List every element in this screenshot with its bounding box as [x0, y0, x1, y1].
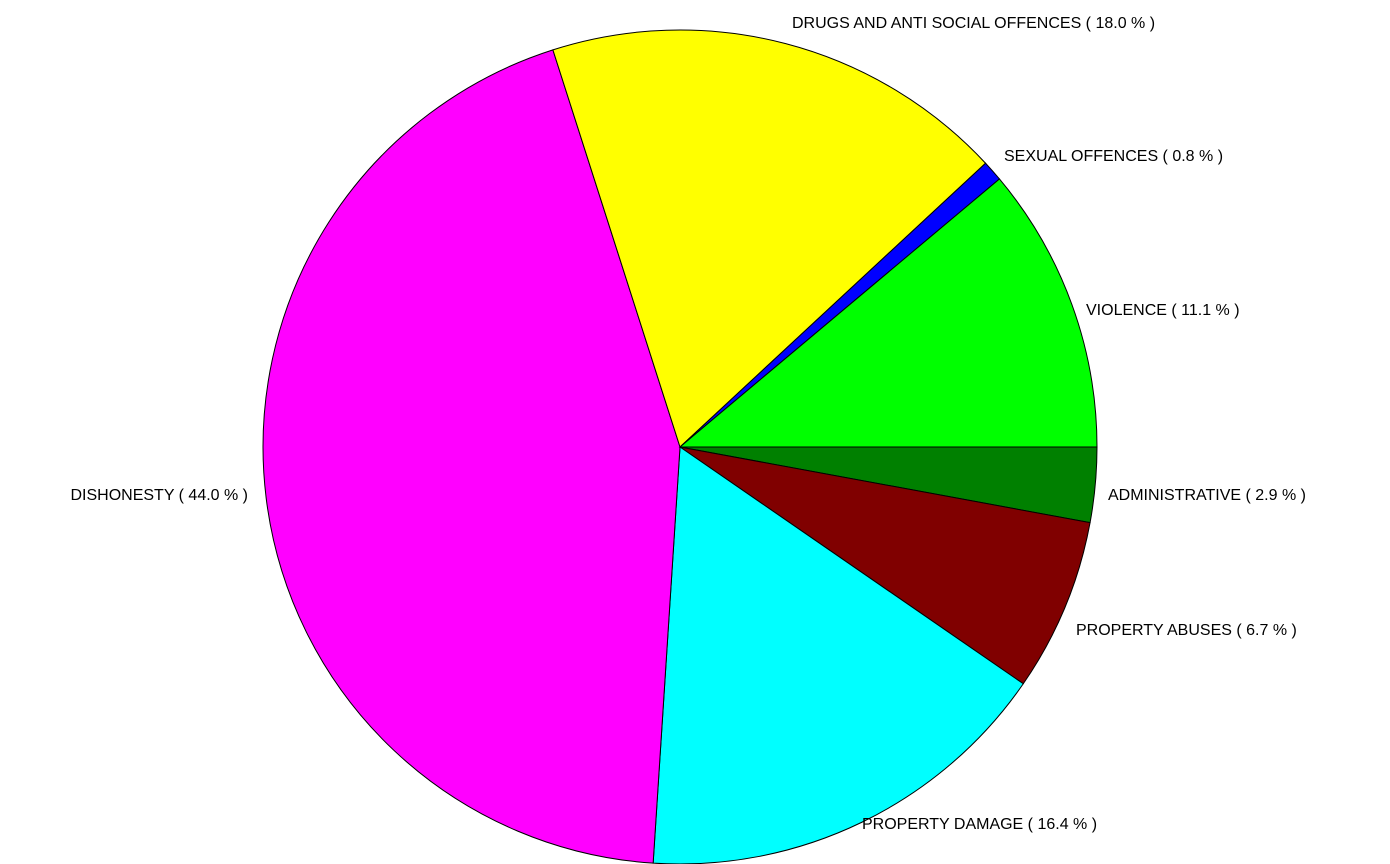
- pie-slice-property-damage: [652, 446, 1024, 864]
- pie-label-property-damage: PROPERTY DAMAGE ( 16.4 % ): [862, 816, 1097, 833]
- pie-label-dishonesty: DISHONESTY ( 44.0 % ): [70, 487, 248, 504]
- pie-slice-dishonesty: [262, 49, 681, 864]
- pie-label-drugs-and-anti-social-offences: DRUGS AND ANTI SOCIAL OFFENCES ( 18.0 % …: [792, 15, 1155, 32]
- pie-slices: [262, 29, 1098, 864]
- pie-labels: ADMINISTRATIVE ( 2.9 % ) PROPERTY ABUSES …: [70, 15, 1305, 833]
- pie-label-sexual-offences: SEXUAL OFFENCES ( 0.8 % ): [1004, 148, 1223, 165]
- pie-slice-property-abuses: [679, 446, 1091, 685]
- pie-slice-drugs-and-anti-social-offences: [552, 29, 987, 448]
- pie-slice-violence: [678, 178, 1098, 448]
- pie-label-violence: VIOLENCE ( 11.1 % ): [1086, 302, 1240, 319]
- pie-label-property-abuses: PROPERTY ABUSES ( 6.7 % ): [1076, 622, 1297, 639]
- pie-label-administrative: ADMINISTRATIVE ( 2.9 % ): [1108, 487, 1306, 504]
